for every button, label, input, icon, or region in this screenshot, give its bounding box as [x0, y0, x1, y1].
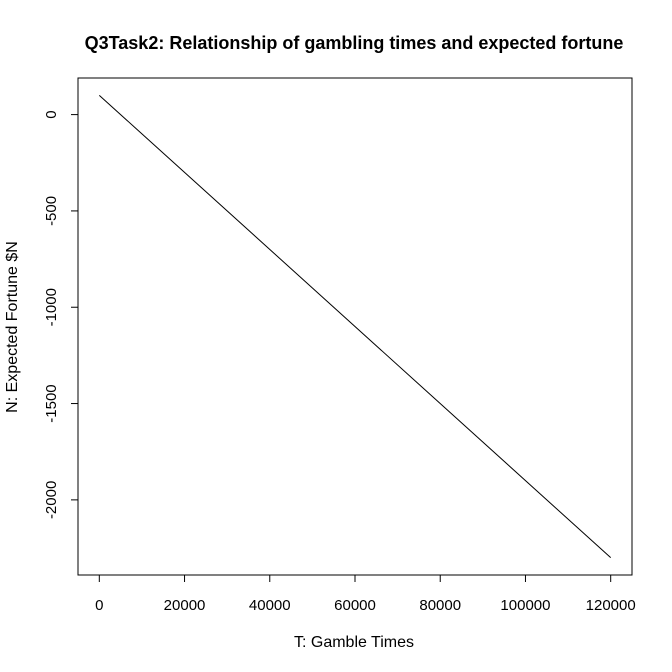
x-tick-label: 20000: [164, 597, 206, 614]
y-tick-label: -1500: [43, 384, 60, 422]
y-tick-label: -2000: [43, 481, 60, 519]
x-axis: 0 20000 40000 60000 80000 100000 120000: [95, 574, 636, 614]
y-tick-label: -500: [43, 196, 60, 226]
x-tick-label: 120000: [586, 597, 636, 614]
chart-title: Q3Task2: Relationship of gambling times …: [85, 33, 624, 53]
x-tick-label: 60000: [334, 597, 376, 614]
y-tick-label: 0: [43, 110, 60, 118]
x-tick-label: 0: [95, 597, 103, 614]
x-tick-label: 80000: [419, 597, 461, 614]
y-axis: 0 -500 -1000 -1500 -2000: [43, 110, 79, 519]
y-tick-label: -1000: [43, 288, 60, 326]
x-axis-label: T: Gamble Times: [294, 634, 414, 651]
y-axis-label: N: Expected Fortune $N: [4, 241, 21, 413]
series-layer: [98, 94, 612, 559]
series-line: [98, 94, 612, 559]
x-tick-label: 100000: [500, 597, 550, 614]
x-tick-label: 40000: [249, 597, 291, 614]
